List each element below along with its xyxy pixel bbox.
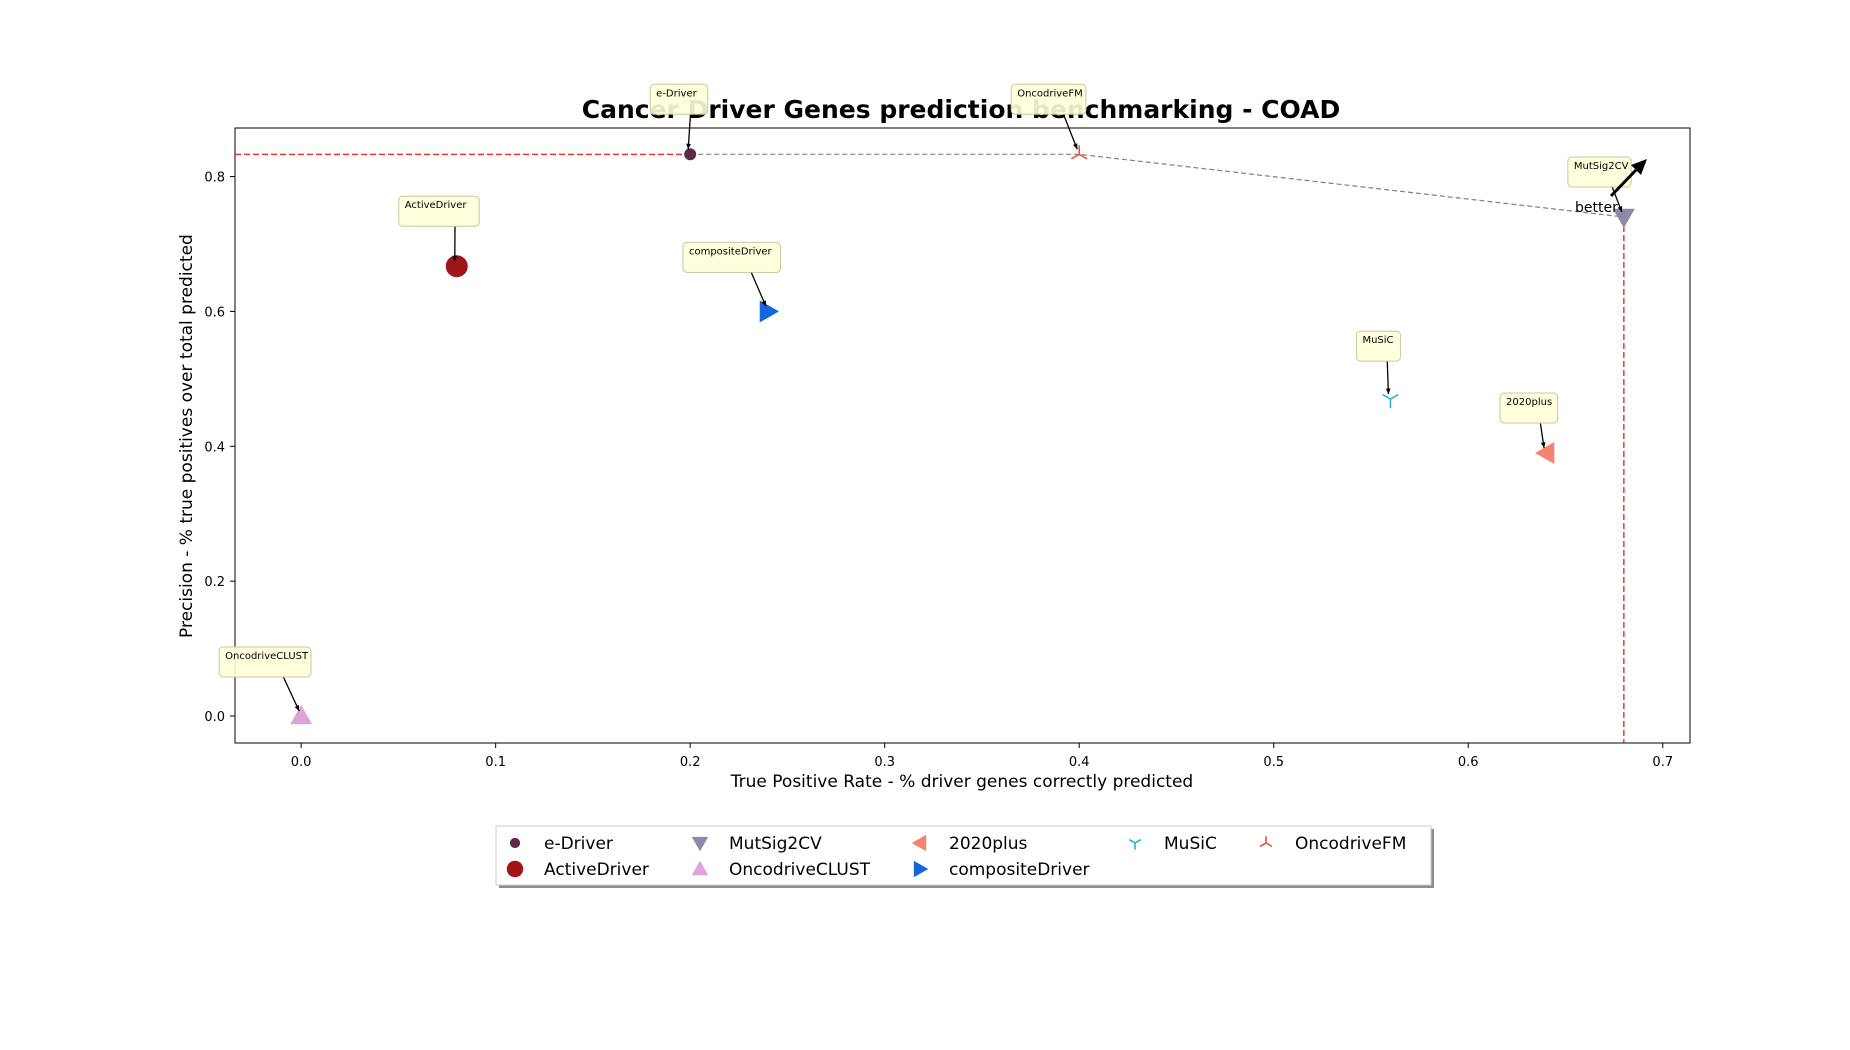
- y-tick-label: 0.8: [204, 171, 225, 186]
- point-mutsig2cv: [1612, 208, 1635, 229]
- point-music: [1382, 393, 1399, 409]
- legend-marker: [1259, 836, 1273, 848]
- annotation-label: MuSiC: [1362, 335, 1393, 346]
- annotation-arrowhead: [1385, 388, 1391, 395]
- legend-marker: [913, 860, 929, 878]
- point-2020plus: [1535, 442, 1555, 465]
- x-tick-label: 0.3: [874, 755, 895, 770]
- annotation-2020plus: 2020plus: [1499, 392, 1559, 449]
- legend-label: ActiveDriver: [544, 860, 649, 880]
- x-tick-label: 0.4: [1069, 755, 1090, 770]
- annotation-label: compositeDriver: [689, 246, 773, 257]
- annotation-arrowhead: [761, 300, 766, 307]
- legend-marker: [506, 860, 524, 878]
- annotation-label: 2020plus: [1506, 397, 1552, 408]
- x-tick-label: 0.2: [680, 755, 701, 770]
- legend-marker: [509, 837, 521, 849]
- legend-label: compositeDriver: [949, 860, 1090, 880]
- point-e-driver: [684, 148, 697, 161]
- annotation-label: e-Driver: [656, 88, 697, 99]
- better-label: better: [1575, 200, 1618, 216]
- annotation-arrowhead: [686, 143, 691, 150]
- legend-box: [495, 825, 1432, 886]
- point-oncodriveclust: [290, 705, 313, 725]
- annotation-arrowhead: [1540, 442, 1546, 449]
- point-compositedriver: [759, 300, 779, 323]
- annotation-arrow: [687, 114, 692, 150]
- x-axis-ticks: 0.0 0.1 0.2 0.3 0.4 0.5 0.6 0.7: [291, 743, 1673, 770]
- legend-label: 2020plus: [949, 834, 1028, 854]
- annotation-arrow: [282, 676, 300, 712]
- annotation-box: [1567, 156, 1632, 188]
- annotation-arrow: [750, 272, 767, 307]
- y-tick-label: 0.4: [204, 440, 225, 455]
- y-tick-label: 0.2: [204, 575, 225, 590]
- legend-marker: [691, 836, 709, 852]
- x-tick-label: 0.1: [485, 755, 506, 770]
- annotation-arrow: [1062, 114, 1078, 150]
- legend-label: OncodriveFM: [1295, 834, 1406, 854]
- annotation-box: [649, 83, 709, 115]
- annotation-box: [218, 646, 312, 678]
- legend-item-oncodriveclust: OncodriveCLUST: [691, 860, 871, 880]
- annotation-oncodrivefm: OncodriveFM: [1010, 83, 1087, 150]
- legend-marker: [1128, 838, 1142, 850]
- legend-label: MutSig2CV: [729, 834, 822, 854]
- x-tick-label: 0.7: [1652, 755, 1673, 770]
- annotation-compositedriver: compositeDriver: [682, 241, 781, 307]
- legend-item-oncodrivefm: OncodriveFM: [1259, 834, 1406, 854]
- legend-marker: [691, 860, 709, 876]
- pareto-line: [690, 153, 1624, 218]
- point-activedriver: [445, 255, 468, 278]
- legend-item-2020plus: 2020plus: [911, 834, 1028, 854]
- annotation-label: OncodriveCLUST: [225, 651, 309, 662]
- y-axis-label: Precision - % true positives over total …: [177, 234, 197, 638]
- reference-lines: [235, 153, 1625, 743]
- x-tick-label: 0.5: [1263, 755, 1284, 770]
- legend-item-mutsig2cv: MutSig2CV: [691, 834, 822, 854]
- legend-label: OncodriveCLUST: [729, 860, 871, 880]
- legend-label: MuSiC: [1164, 834, 1217, 854]
- annotation-music: MuSiC: [1355, 330, 1401, 395]
- annotation-box: [398, 195, 480, 227]
- annotation-label: OncodriveFM: [1017, 88, 1083, 99]
- annotation-label: ActiveDriver: [405, 200, 468, 211]
- legend: e-Driver ActiveDriver MutSig2CV OncodriveCL…: [495, 825, 1434, 888]
- x-tick-label: 0.6: [1458, 755, 1479, 770]
- annotation-activedriver: ActiveDriver: [398, 195, 480, 262]
- y-tick-label: 0.0: [204, 710, 225, 725]
- data-points: [290, 145, 1635, 725]
- legend-item-activedriver: ActiveDriver: [506, 860, 649, 880]
- pareto-front: [690, 153, 1624, 218]
- annotation-arrowhead: [1617, 206, 1623, 213]
- x-axis-label: True Positive Rate - % driver genes corr…: [730, 772, 1193, 792]
- point-oncodrivefm: [1071, 145, 1088, 160]
- better-indicator: better: [1575, 159, 1647, 216]
- better-arrowhead: [1631, 159, 1647, 175]
- annotation-arrowhead: [452, 255, 458, 262]
- legend-marker: [911, 834, 927, 852]
- annotation-box: [1010, 83, 1087, 115]
- better-arrow: [1609, 168, 1638, 198]
- legend-item-e-driver: e-Driver: [509, 834, 613, 854]
- annotation-box: [1499, 392, 1559, 424]
- annotation-e-driver: e-Driver: [649, 83, 709, 150]
- legend-label: e-Driver: [544, 834, 613, 854]
- plot-area: [234, 127, 1691, 744]
- annotation-arrowhead: [294, 705, 300, 712]
- annotation-box: [682, 241, 781, 273]
- point-annotations: e-Driver ActiveDriver MutSig2CV OncodriveCL…: [218, 83, 1632, 712]
- annotation-label: MutSig2CV: [1574, 161, 1629, 172]
- annotation-arrowhead: [1073, 143, 1078, 150]
- annotation-oncodriveclust: OncodriveCLUST: [218, 646, 312, 712]
- legend-item-compositedriver: compositeDriver: [913, 860, 1090, 880]
- x-tick-label: 0.0: [291, 755, 312, 770]
- annotation-box: [1355, 330, 1401, 362]
- legend-item-music: MuSiC: [1128, 834, 1217, 854]
- y-axis-ticks: 0.0 0.2 0.4 0.6 0.8: [204, 171, 235, 725]
- y-tick-label: 0.6: [204, 305, 225, 320]
